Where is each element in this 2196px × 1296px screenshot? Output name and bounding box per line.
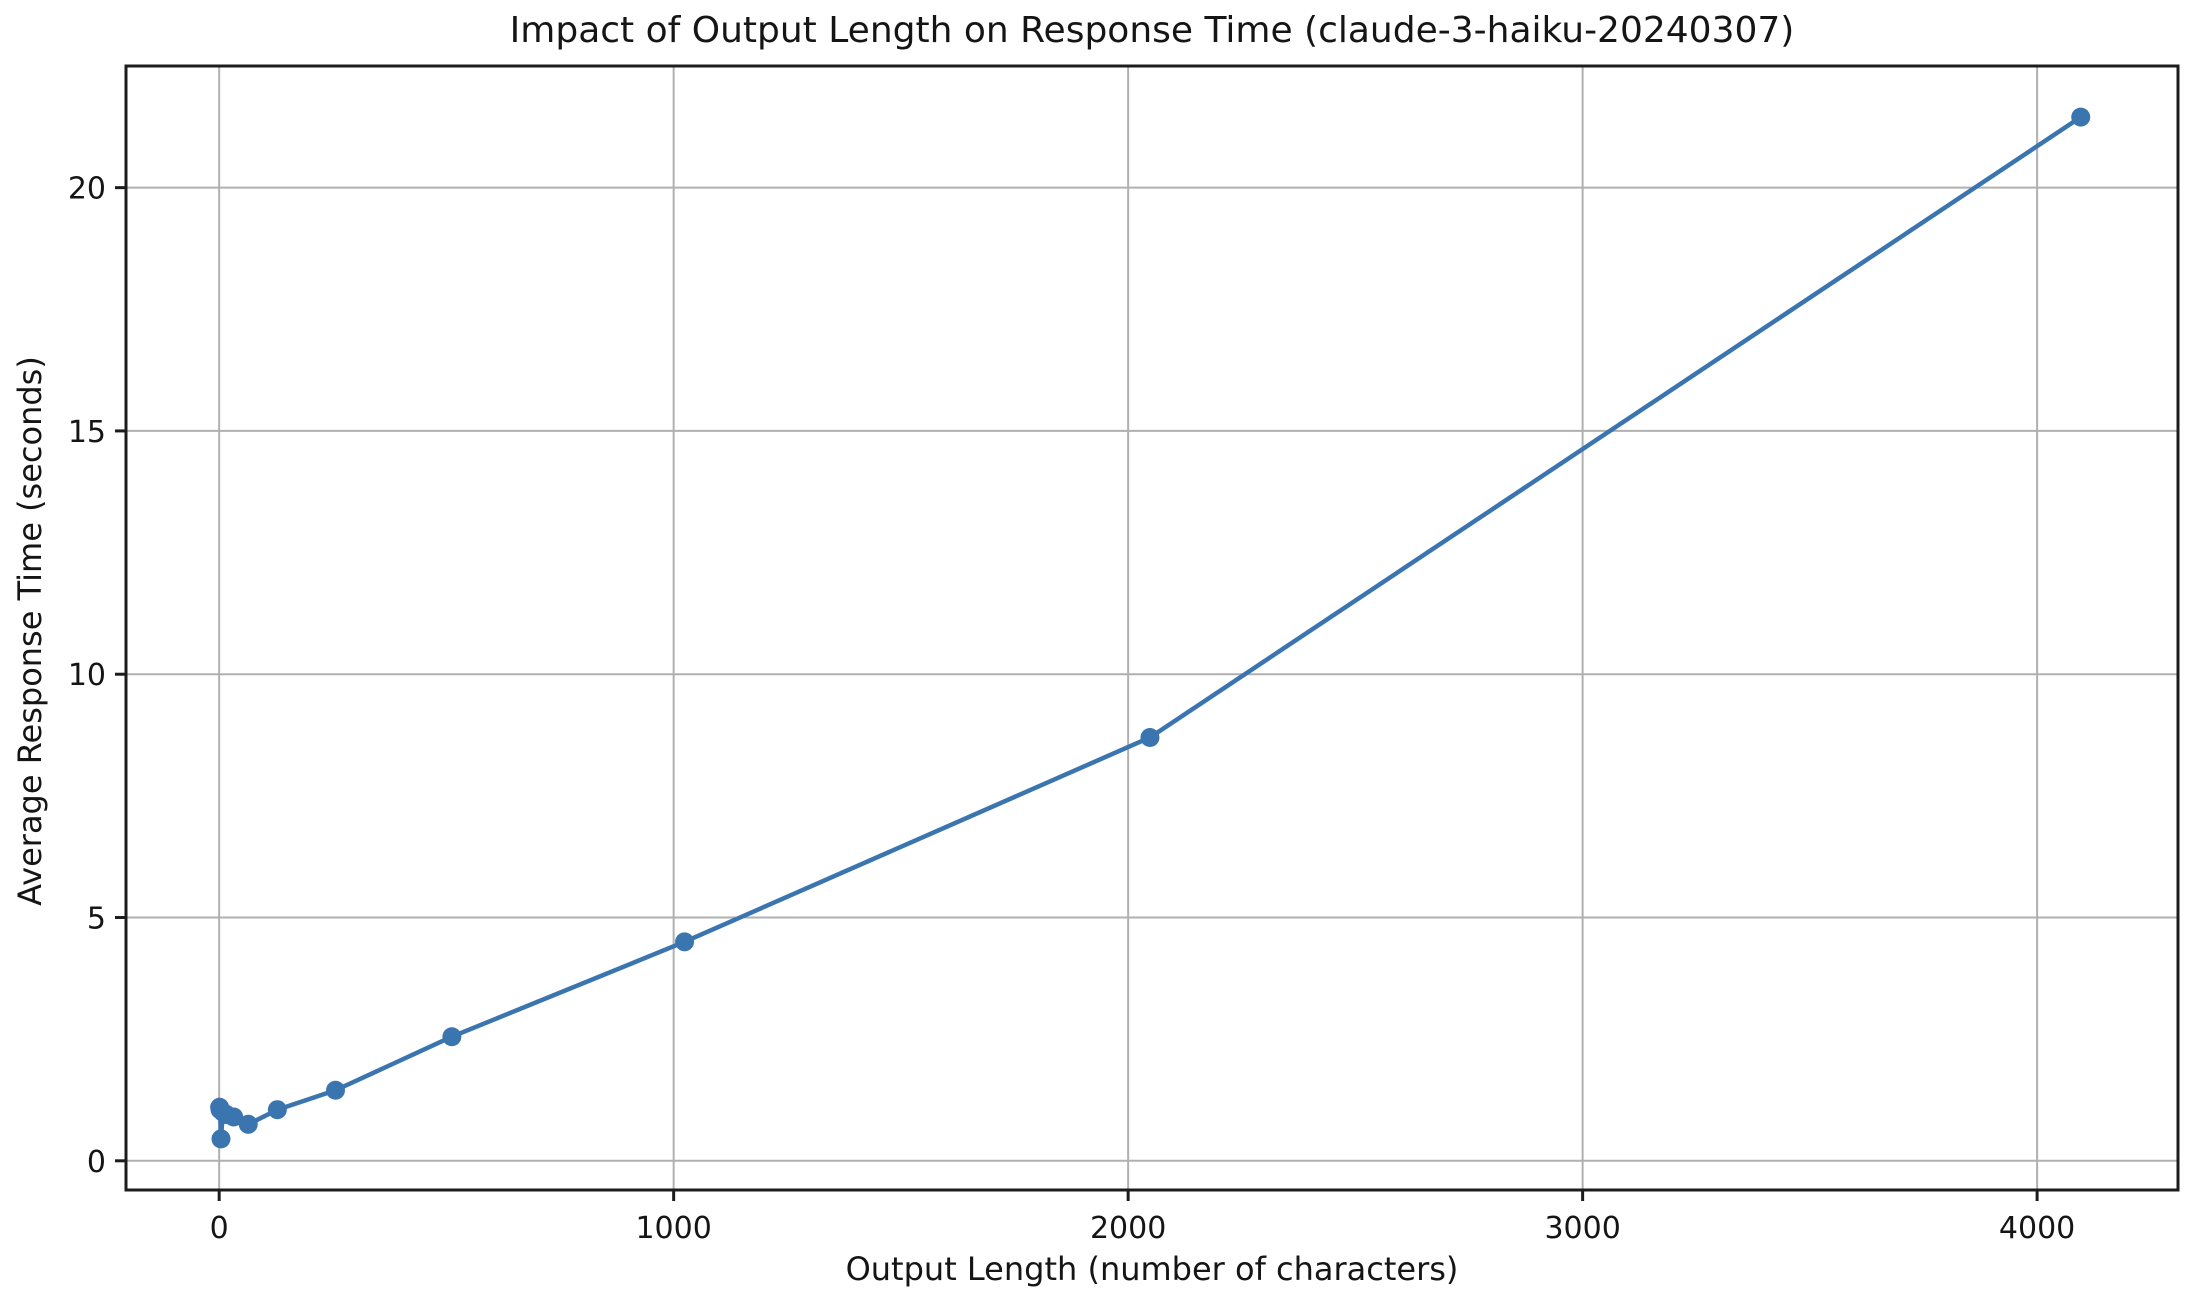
x-tick-label: 3000	[1544, 1211, 1620, 1246]
data-point	[675, 932, 695, 952]
series-line	[217, 114, 2083, 1142]
x-tick-label: 4000	[1999, 1211, 2075, 1246]
y-tick-label: 10	[68, 658, 106, 693]
y-tick-label: 5	[87, 902, 106, 937]
data-point	[238, 1114, 258, 1134]
y-tick-label: 0	[87, 1145, 106, 1180]
data-point	[442, 1027, 462, 1047]
x-tick-label: 2000	[1090, 1211, 1166, 1246]
y-tick-label: 20	[68, 172, 106, 207]
x-axis-label: Output Length (number of characters)	[845, 1250, 1459, 1288]
x-tick-label: 0	[210, 1211, 229, 1246]
chart-title: Impact of Output Length on Response Time…	[509, 10, 1795, 51]
data-point	[326, 1080, 346, 1100]
data-point	[267, 1100, 287, 1120]
data-point	[224, 1107, 244, 1127]
y-axis-label: Average Response Time (seconds)	[11, 356, 49, 906]
data-point	[2071, 107, 2091, 127]
data-point	[211, 1129, 231, 1149]
plot-border	[124, 64, 2180, 1192]
x-tick-label: 1000	[635, 1211, 711, 1246]
y-tick-label: 15	[68, 415, 106, 450]
data-point	[1140, 727, 1160, 747]
